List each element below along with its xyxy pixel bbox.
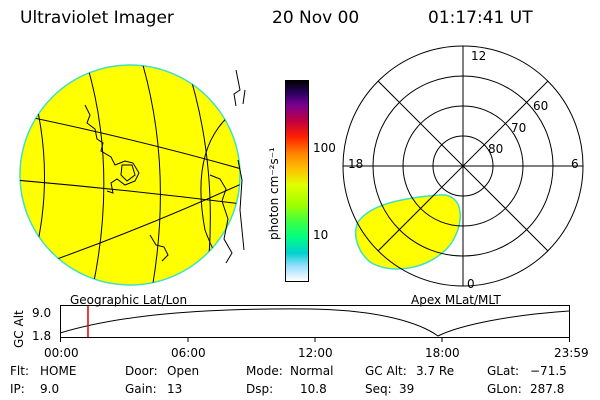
aurora-image-disk <box>19 64 241 286</box>
latlon-grid <box>20 65 240 285</box>
polar-mlt-plot: 12 18 6 0 60 70 80 <box>342 45 584 290</box>
altitude-curve <box>60 308 570 337</box>
time-tick-1800: 18:00 <box>425 346 460 360</box>
time-tick-0000: 00:00 <box>44 346 79 360</box>
lat-label-80: 80 <box>488 142 503 156</box>
edge-marks <box>233 69 246 107</box>
glon-value: 287.8 <box>530 382 565 396</box>
y-max-label: 9.0 <box>32 306 52 320</box>
ip-value: 9.0 <box>40 382 60 396</box>
auroral-oval-region <box>354 194 461 270</box>
gcalt-value: 3.7 Re <box>416 364 455 378</box>
gcalt-label: GC Alt: <box>365 364 407 378</box>
coastline-outline <box>84 104 245 264</box>
mlt-label-0: 0 <box>467 277 475 290</box>
lat-label-60: 60 <box>533 99 548 113</box>
gain-value: 13 <box>167 382 183 396</box>
seq-label: Seq: <box>365 382 392 396</box>
glon-label: GLon: <box>487 382 522 396</box>
time-tick-2359: 23:59 <box>554 346 589 360</box>
geographic-title: Geographic Lat/Lon <box>70 293 188 307</box>
door-label: Door: <box>125 364 158 378</box>
mlt-label-18: 18 <box>348 157 363 171</box>
polar-grid <box>342 45 584 287</box>
colorbar-tick-100: 100 <box>313 141 336 155</box>
time-tick-1200: 12:00 <box>298 346 333 360</box>
gcalt-axis-label: GC Alt <box>12 310 26 348</box>
door-value: Open <box>167 364 200 378</box>
apex-title: Apex MLat/MLT <box>411 293 501 307</box>
glat-value: −71.5 <box>530 364 567 378</box>
date-label: 20 Nov 00 <box>272 8 360 28</box>
color-scale-bar <box>285 80 309 282</box>
glat-label: GLat: <box>487 364 520 378</box>
gain-label: Gain: <box>125 382 157 396</box>
mlt-label-12: 12 <box>471 49 486 63</box>
mode-value: Normal <box>290 364 334 378</box>
time-tick-0600: 06:00 <box>171 346 206 360</box>
y-min-label: 1.8 <box>32 329 52 343</box>
geographic-image-panel <box>19 64 246 286</box>
lat-label-70: 70 <box>511 121 526 135</box>
seq-value: 39 <box>399 382 415 396</box>
instrument-title: Ultraviolet Imager <box>20 8 174 28</box>
mode-label: Mode: <box>246 364 283 378</box>
mlt-label-6: 6 <box>571 157 579 171</box>
ip-label: IP: <box>10 382 25 396</box>
time-label: 01:17:41 UT <box>428 8 533 28</box>
flt-value: HOME <box>40 364 77 378</box>
flt-label: Flt: <box>10 364 29 378</box>
colorbar-tick-10: 10 <box>313 228 329 242</box>
dsp-value: 10.8 <box>300 382 327 396</box>
altitude-timeline <box>60 305 570 342</box>
dsp-label: Dsp: <box>246 382 274 396</box>
